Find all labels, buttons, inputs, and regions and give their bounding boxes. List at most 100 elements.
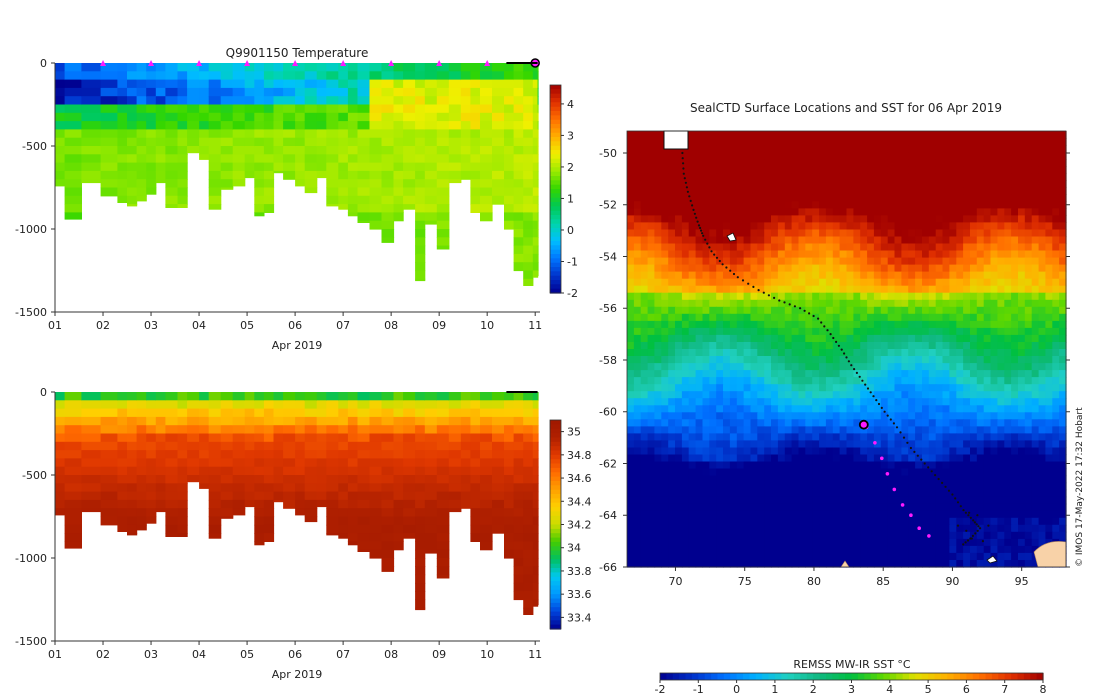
sst-cell — [661, 250, 669, 259]
sst-cell — [901, 440, 909, 448]
temperature-cell — [283, 162, 296, 172]
sst-cell — [1018, 257, 1026, 266]
sst-cell — [894, 356, 902, 364]
sst-cell — [819, 208, 827, 216]
sst-cell — [839, 412, 848, 420]
salinity-cell — [424, 466, 438, 476]
sst-cell — [709, 306, 717, 315]
sst-cell — [839, 440, 848, 448]
sst-cell — [716, 342, 724, 350]
salinity-colorbar-swatch — [550, 546, 561, 552]
sst-cell — [873, 201, 882, 209]
salinity-cell — [504, 433, 515, 443]
sst-cell — [1024, 377, 1033, 385]
salinity-cell — [532, 400, 539, 410]
sst-cell — [970, 271, 978, 280]
sst-cell — [867, 299, 875, 308]
salinity-cell — [64, 458, 82, 468]
sst-cell — [723, 229, 731, 238]
salinity-cell — [357, 516, 371, 526]
salinity-cell — [347, 400, 359, 410]
temperature-cell — [136, 137, 147, 147]
sst-cell — [928, 419, 937, 427]
sst-cell — [791, 299, 800, 308]
sst-cell — [873, 243, 882, 252]
salinity-colorbar-swatch — [550, 424, 561, 430]
sst-cell — [791, 370, 800, 378]
sst-cell — [791, 187, 800, 195]
salinity-cell — [537, 491, 539, 501]
salinity-cell — [347, 416, 359, 426]
temperature-cell — [513, 179, 524, 189]
temperature-cell — [283, 121, 296, 130]
sst-cell — [922, 419, 930, 427]
salinity-cell — [415, 491, 426, 501]
sst-cell — [832, 138, 841, 146]
sst-cell — [791, 257, 800, 266]
sst-cell — [839, 257, 848, 266]
sst-cell — [805, 412, 813, 420]
sst-cell — [976, 468, 985, 477]
salinity-cell — [537, 458, 539, 468]
sst-cell — [723, 419, 731, 427]
salinity-cell — [436, 400, 450, 410]
temperature-cell — [326, 170, 339, 180]
sst-cell — [832, 243, 841, 252]
sst-cell — [825, 257, 834, 266]
sst-cell — [1045, 292, 1053, 301]
sst-cell — [633, 243, 642, 252]
sst-cell — [887, 370, 896, 378]
temperature-cell — [136, 71, 147, 81]
sst-cell — [1059, 370, 1067, 378]
sst-cell — [901, 419, 909, 427]
sst-cell — [1059, 334, 1067, 343]
temperature-cell — [436, 212, 450, 222]
sst-cell — [633, 208, 642, 216]
temperature-cell — [513, 262, 524, 272]
sst-cell — [853, 433, 861, 441]
salinity-cell — [347, 466, 359, 476]
sst-cell — [873, 292, 882, 301]
sst-cell — [990, 384, 998, 392]
sst-cell — [846, 292, 854, 301]
sst-cell — [695, 152, 704, 160]
sst-cell — [976, 377, 985, 385]
salinity-cell — [513, 558, 524, 567]
sst-cell — [908, 342, 916, 350]
sst-cell — [661, 166, 669, 174]
temperature-cell — [415, 146, 426, 155]
sst-cell — [935, 405, 944, 413]
temperature-cell — [273, 96, 284, 106]
sst-cell — [777, 342, 786, 350]
salinity-cell — [381, 475, 395, 484]
sst-cell — [846, 187, 854, 195]
sst-cell — [956, 201, 964, 209]
sst-cell — [736, 278, 745, 287]
sst-cell — [736, 264, 745, 273]
sst-cell — [894, 447, 902, 456]
salinity-cell — [492, 508, 505, 518]
sst-cell — [757, 208, 765, 216]
temperature-cell — [165, 162, 178, 172]
sst-cell — [1004, 173, 1012, 181]
sst-cell — [928, 131, 937, 139]
salinity-cell — [155, 491, 166, 501]
sst-cell — [661, 327, 669, 336]
salinity-cell — [523, 599, 534, 609]
sst-cell — [805, 159, 813, 167]
salinity-colorbar-swatch — [550, 507, 561, 513]
sst-cell — [729, 173, 738, 181]
sst-cell — [997, 349, 1005, 357]
temperature-colorbar-swatch — [550, 145, 561, 151]
sst-cell — [922, 320, 930, 329]
sst-cell — [867, 454, 875, 463]
sst-cell — [688, 419, 697, 427]
sst-cell — [805, 243, 813, 252]
sst-cell — [997, 299, 1005, 308]
sst-cell — [805, 250, 813, 259]
sst-cell — [750, 313, 758, 322]
sst-cell — [688, 468, 697, 477]
temperature-cell — [304, 146, 318, 155]
sst-cell — [908, 271, 916, 280]
sst-cell — [846, 250, 854, 259]
